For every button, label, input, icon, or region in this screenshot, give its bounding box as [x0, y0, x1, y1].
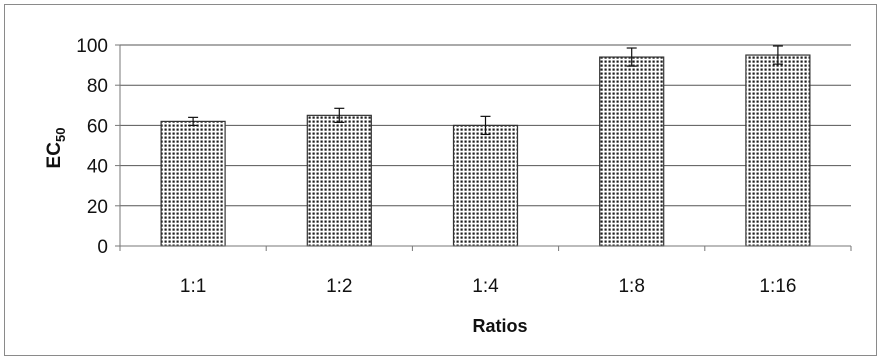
error-bar-1-2 — [334, 107, 345, 123]
axes — [119, 45, 852, 251]
y-tick-label: 100 — [76, 36, 108, 57]
bar-1-2 — [306, 114, 372, 247]
y-axis-title: EC50 — [44, 128, 68, 169]
error-bar-1-4 — [480, 115, 491, 136]
bar-1-4 — [452, 124, 519, 247]
x-tick-label: 1:2 — [326, 276, 352, 297]
y-tick-label: 40 — [87, 157, 108, 178]
y-tick-labels: 0 20 40 60 80 100 — [76, 36, 108, 258]
x-tick-label: 1:1 — [180, 276, 206, 297]
x-axis-title: Ratios — [472, 316, 527, 336]
bar-1-16 — [745, 54, 811, 247]
bar-1-8 — [599, 56, 665, 247]
x-tick-label: 1:4 — [472, 276, 499, 297]
x-tick-labels: 1:1 1:2 1:4 1:8 1:16 — [180, 276, 797, 297]
bar-1-1 — [160, 120, 226, 247]
y-tick-label: 60 — [87, 116, 108, 137]
error-bar-1-8 — [626, 47, 637, 67]
y-tick-label: 80 — [87, 76, 108, 97]
error-bars — [188, 45, 783, 136]
chart-frame — [4, 4, 877, 356]
y-axis-title-subscript: 50 — [53, 128, 68, 142]
error-bar-1-16 — [772, 45, 783, 65]
x-tick-label: 1:8 — [618, 276, 644, 297]
error-bar-1-1 — [188, 116, 199, 127]
bars — [160, 54, 811, 247]
y-tick-label: 0 — [97, 237, 108, 258]
y-axis-title-main: EC — [44, 142, 65, 169]
x-tick-label: 1:16 — [759, 276, 796, 297]
y-tick-label: 20 — [87, 197, 108, 218]
